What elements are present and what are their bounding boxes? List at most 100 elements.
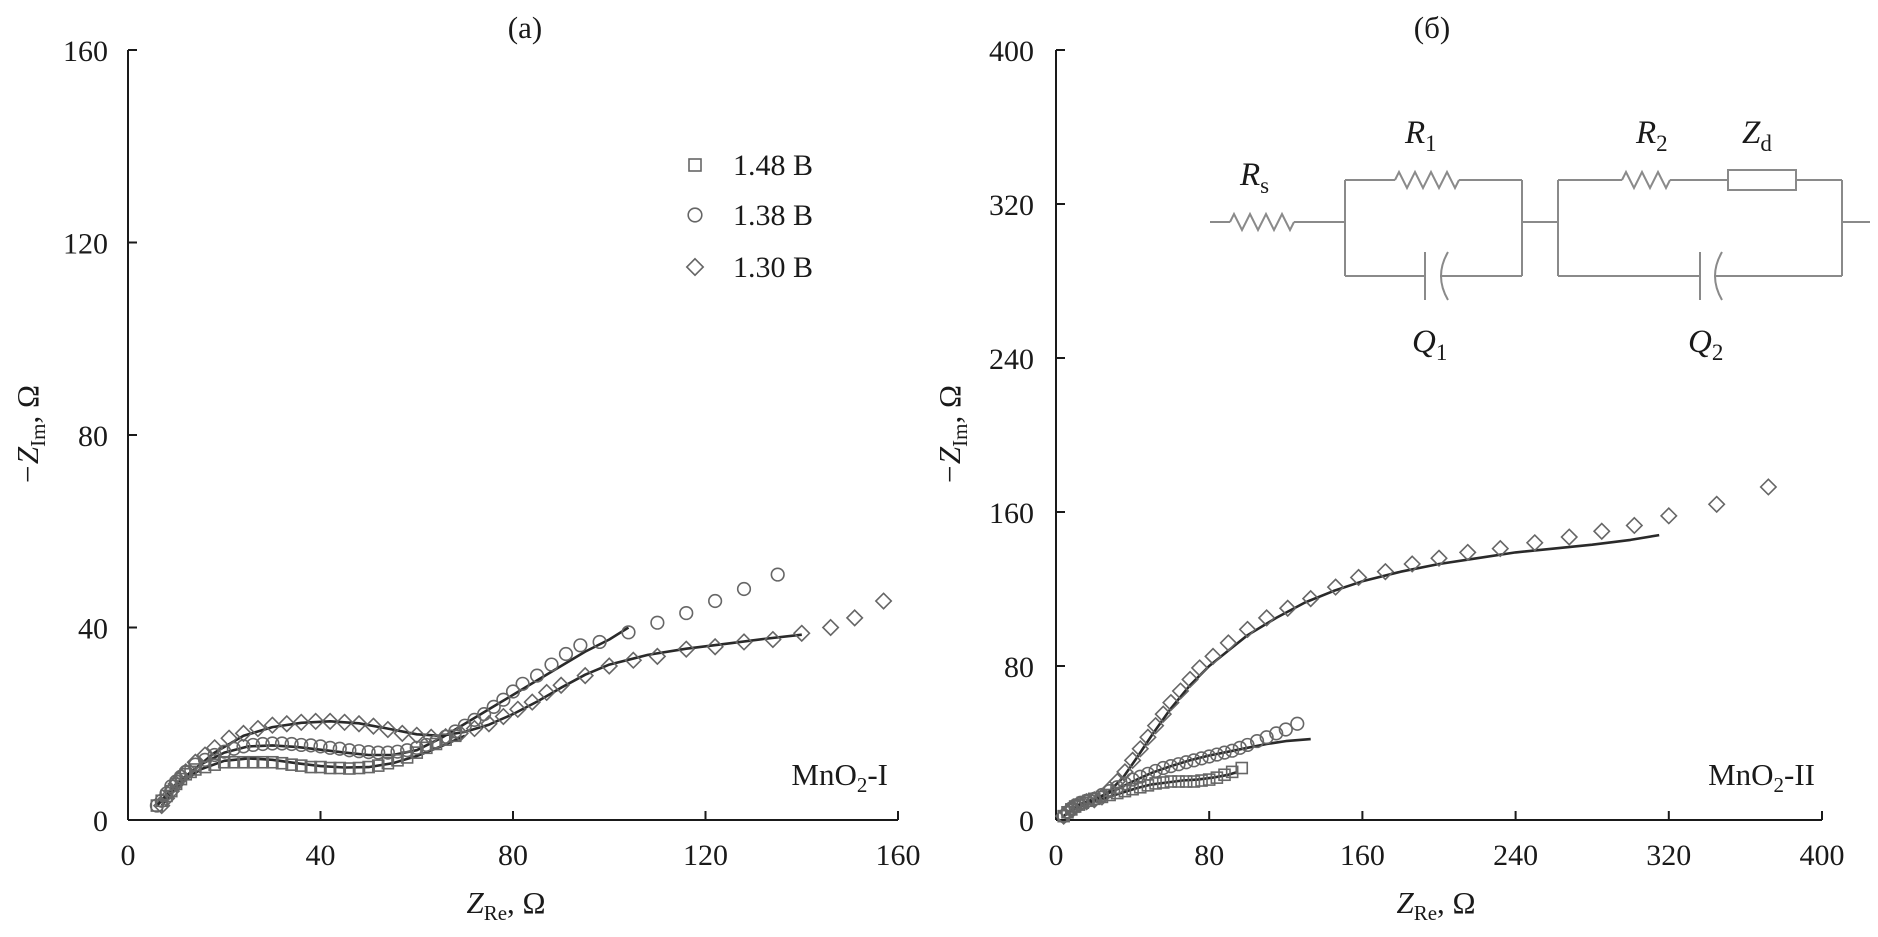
data-point-diamond — [321, 712, 339, 731]
data-point-circle — [708, 593, 723, 609]
data-point-diamond — [1054, 807, 1073, 825]
data-point-square — [1202, 773, 1216, 786]
panel-a-ticks: 0 40 80 120 160 0 40 80 120 160 — [63, 35, 921, 872]
legend-marker-square — [688, 158, 702, 172]
panel-a-x-axis-label: ZRe, Ω — [466, 885, 545, 925]
legend-marker-diamond — [685, 257, 705, 277]
data-point-diamond — [624, 651, 643, 670]
fit-curve-circle — [1062, 737, 1311, 818]
data-point-diamond — [196, 746, 214, 764]
panel-b-y-tick-label: 400 — [989, 35, 1034, 68]
data-point-circle — [255, 736, 270, 752]
data-point-circle — [323, 740, 338, 755]
data-point-square — [1195, 774, 1208, 787]
data-point-diamond — [648, 647, 667, 666]
panel-b-x-tick-label: 320 — [1646, 839, 1691, 872]
panel-b-y-tick-label: 240 — [989, 343, 1034, 376]
data-point-diamond — [350, 714, 368, 733]
data-point-circle — [1163, 758, 1178, 774]
data-point-circle — [246, 737, 261, 753]
data-point-diamond — [1525, 533, 1544, 552]
data-point-circle — [1225, 743, 1240, 758]
data-point-circle — [529, 668, 545, 683]
data-point-circle — [573, 638, 588, 653]
data-point-square — [1118, 784, 1132, 798]
data-point-circle — [1148, 763, 1163, 779]
fit-curve-diamond — [1062, 533, 1660, 818]
legend-label: 1.30 B — [733, 251, 813, 284]
data-point-diamond — [220, 729, 238, 748]
data-point-circle — [1209, 747, 1224, 762]
data-point-circle — [1110, 780, 1125, 795]
data-point-diamond — [1326, 578, 1345, 596]
label-zd: Zd — [1742, 115, 1772, 156]
data-point-diamond — [1592, 522, 1611, 541]
data-point-diamond — [764, 630, 782, 649]
data-point-square — [198, 760, 212, 774]
data-point-diamond — [874, 592, 893, 610]
panel-b-ticks: 0 80 160 240 320 400 0 80 160 240 320 400 — [989, 35, 1845, 872]
data-point-square — [1057, 809, 1070, 823]
data-point-square — [381, 756, 395, 770]
data-point-diamond — [1085, 790, 1104, 809]
data-point-circle — [486, 699, 501, 715]
data-point-square — [1156, 776, 1170, 789]
data-point-diamond — [1219, 634, 1238, 652]
fit-curve-circle — [155, 626, 630, 807]
data-point-circle — [400, 743, 415, 758]
data-point-circle — [207, 747, 222, 763]
data-point-square — [227, 755, 241, 769]
data-point-circle — [419, 737, 434, 753]
data-point-diamond — [1560, 528, 1579, 546]
equivalent-circuit-diagram — [1210, 169, 1870, 301]
circuit-labels: Rs R1 Q1 R2 Zd Q2 — [1239, 115, 1772, 365]
data-point-diamond — [677, 640, 696, 658]
panel-a-x-tick-label: 80 — [498, 839, 528, 872]
legend-marker-circle — [687, 207, 703, 223]
data-point-circle — [371, 745, 386, 760]
data-point-diamond — [480, 714, 498, 733]
panel-a-y-tick-label: 80 — [78, 420, 108, 453]
resistor-r1-symbol — [1394, 169, 1460, 191]
data-point-diamond — [379, 720, 397, 739]
data-point-diamond — [436, 727, 455, 746]
data-point-diamond — [552, 676, 570, 695]
panel-b-y-tick-label: 160 — [989, 497, 1034, 530]
data-point-circle — [178, 764, 193, 779]
label-q2: Q2 — [1688, 324, 1723, 365]
data-point-diamond — [451, 724, 469, 743]
data-point-circle — [226, 741, 241, 756]
data-point-circle — [390, 744, 405, 759]
data-point-circle — [736, 581, 752, 597]
data-point-diamond — [249, 719, 267, 738]
data-point-diamond — [1707, 495, 1726, 514]
data-point-diamond — [1403, 555, 1422, 573]
panel-b-y-tick-label: 320 — [989, 189, 1034, 222]
data-point-circle — [558, 646, 574, 662]
data-point-diamond — [1154, 705, 1173, 723]
data-point-diamond — [1162, 693, 1180, 712]
data-point-circle — [496, 692, 511, 707]
data-point-square — [266, 755, 279, 769]
legend-label: 1.48 B — [733, 149, 813, 182]
data-point-diamond — [792, 624, 811, 643]
data-point-diamond — [1301, 589, 1320, 608]
data-point-square — [1110, 786, 1124, 800]
data-point-diamond — [1116, 763, 1134, 781]
data-point-circle — [592, 634, 607, 650]
data-point-diamond — [1108, 772, 1127, 791]
panel-a-y-tick-label: 0 — [93, 805, 108, 838]
data-point-square — [246, 755, 260, 769]
data-point-diamond — [162, 782, 181, 800]
data-point-circle — [1249, 733, 1265, 749]
panel-b-y-tick-label: 80 — [1004, 651, 1034, 684]
data-point-square — [362, 760, 375, 774]
data-point-diamond — [205, 738, 224, 757]
data-point-square — [256, 755, 270, 769]
panel-b-y-axis-label: −ZIm, Ω — [932, 385, 972, 485]
data-point-diamond — [845, 609, 864, 627]
panel-b-data-points — [1054, 478, 1778, 825]
data-point-circle — [265, 736, 280, 751]
data-point-circle — [1202, 749, 1217, 764]
label-rs: Rs — [1239, 157, 1269, 198]
